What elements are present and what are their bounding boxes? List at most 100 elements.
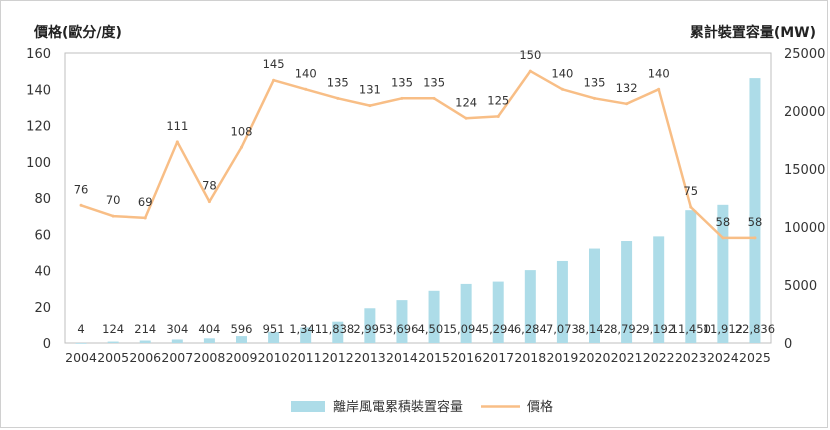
capacity-bar xyxy=(203,338,215,343)
y-right-tick-label: 20000 xyxy=(784,105,825,120)
price-point xyxy=(207,200,211,204)
price-point xyxy=(496,114,500,118)
capacity-data-label: 8,792 xyxy=(610,322,643,336)
price-point xyxy=(464,116,468,120)
capacity-bar xyxy=(236,336,247,343)
price-point xyxy=(304,87,308,91)
price-point xyxy=(593,96,596,100)
y-left-tick-label: 140 xyxy=(26,83,51,98)
price-data-label: 70 xyxy=(106,193,121,207)
capacity-bar xyxy=(107,341,119,343)
line-series xyxy=(79,69,757,240)
x-tick-label: 2023 xyxy=(675,350,707,365)
price-data-label: 108 xyxy=(231,124,253,138)
price-point xyxy=(753,236,757,240)
capacity-data-label: 951 xyxy=(263,322,285,336)
price-point xyxy=(272,78,276,82)
price-point xyxy=(432,96,436,100)
capacity-bar xyxy=(139,340,151,343)
axes: 0 20 40 60 80 100 120 140 160 0 5000 10000 15000 2000… xyxy=(26,47,825,365)
price-data-label: 135 xyxy=(423,75,445,89)
price-data-label: 58 xyxy=(748,215,763,229)
capacity-bar xyxy=(749,78,761,343)
x-tick-label: 2004 xyxy=(65,350,97,365)
capacity-data-label: 22,836 xyxy=(735,322,775,336)
capacity-bar xyxy=(171,339,183,343)
price-data-label: 140 xyxy=(551,66,573,80)
price-data-label: 135 xyxy=(327,75,349,89)
capacity-data-label: 2,995 xyxy=(353,322,386,336)
capacity-bar xyxy=(332,321,344,343)
capacity-bar xyxy=(396,300,408,343)
price-data-label: 124 xyxy=(455,95,477,109)
x-tick-label: 2018 xyxy=(514,350,546,365)
price-data-label: 78 xyxy=(202,179,217,193)
x-tick-label: 2020 xyxy=(579,350,611,365)
y-left-tick-label: 60 xyxy=(34,228,51,243)
capacity-bar xyxy=(492,281,504,343)
price-data-label: 75 xyxy=(683,184,698,198)
capacity-data-label: 404 xyxy=(198,322,220,336)
y-right-tick-label: 5000 xyxy=(784,279,817,294)
price-data-label: 58 xyxy=(716,215,731,229)
price-data-label: 135 xyxy=(391,75,413,89)
price-point xyxy=(368,104,372,108)
capacity-data-label: 9,192 xyxy=(642,322,675,336)
x-tick-label: 2011 xyxy=(290,350,322,365)
y-axis-right-title: 累計裝置容量(MW) xyxy=(690,24,816,41)
y-right-tick-label: 10000 xyxy=(784,221,825,236)
price-point xyxy=(143,216,147,220)
y-axis-left-title: 價格(歐分/度) xyxy=(33,24,122,41)
capacity-data-label: 3,696 xyxy=(385,322,418,336)
price-data-label: 111 xyxy=(166,119,188,133)
y-left-tick-label: 40 xyxy=(34,265,51,280)
x-tick-label: 2005 xyxy=(97,350,129,365)
x-tick-label: 2021 xyxy=(611,350,643,365)
x-tick-label: 2017 xyxy=(482,350,514,365)
price-point xyxy=(689,205,693,209)
x-tick-label: 2012 xyxy=(322,350,354,365)
price-data-label: 145 xyxy=(263,57,285,71)
legend: 離岸風電累積裝置容量 價格 xyxy=(291,399,553,415)
price-point xyxy=(625,102,629,106)
capacity-bar xyxy=(75,342,87,344)
price-point xyxy=(400,96,404,100)
capacity-data-label: 5,094 xyxy=(450,322,483,336)
capacity-bar xyxy=(621,241,633,343)
capacity-data-label: 214 xyxy=(134,322,156,336)
y-left-tick-label: 0 xyxy=(43,337,51,352)
price-line xyxy=(80,69,755,240)
price-data-label: 140 xyxy=(648,66,670,80)
x-tick-label: 2013 xyxy=(354,350,386,365)
capacity-bar xyxy=(653,236,665,343)
capacity-bar xyxy=(717,204,729,343)
capacity-data-label: 11,912 xyxy=(703,322,743,336)
y-left-tick-label: 20 xyxy=(34,301,51,316)
price-point xyxy=(240,145,243,149)
price-data-label: 69 xyxy=(138,195,153,209)
y-right-tick-label: 25000 xyxy=(784,47,825,62)
y-left-tick-label: 120 xyxy=(26,120,51,135)
bar-series xyxy=(75,78,761,344)
x-tick-label: 2024 xyxy=(707,350,739,365)
price-data-label: 131 xyxy=(359,83,381,97)
price-point xyxy=(721,236,725,240)
capacity-bar xyxy=(524,270,536,343)
x-tick-label: 2016 xyxy=(450,350,482,365)
x-tick-label: 2022 xyxy=(643,350,675,365)
x-tick-label: 2009 xyxy=(226,350,258,365)
price-data-label: 140 xyxy=(295,66,317,80)
capacity-data-label: 11,450 xyxy=(671,322,711,336)
capacity-bar xyxy=(460,283,472,343)
capacity-data-label: 304 xyxy=(166,322,188,336)
y-right-tick-label: 0 xyxy=(784,337,792,352)
capacity-data-label: 6,284 xyxy=(514,322,547,336)
x-tick-label: 2014 xyxy=(386,350,418,365)
x-tick-label: 2015 xyxy=(418,350,450,365)
x-tick-label: 2019 xyxy=(547,350,579,365)
capacity-bar xyxy=(364,308,376,343)
capacity-bar xyxy=(589,248,600,343)
capacity-data-label: 1,341 xyxy=(289,322,322,336)
